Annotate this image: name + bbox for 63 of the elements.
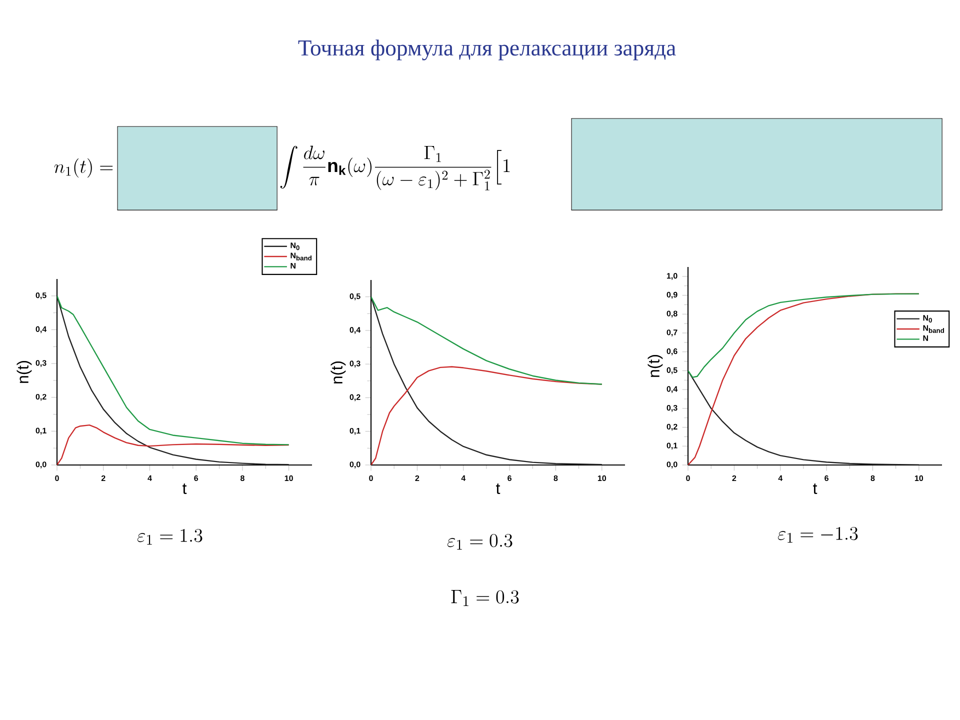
text: $n_1(t) =$: [54, 158, 113, 178]
x-tick-label: 10: [914, 475, 924, 482]
text: $\varepsilon_1 = -1.3$: [778, 526, 858, 543]
legend-label: N$_{0}$: [923, 315, 932, 323]
legend-label: N: [290, 262, 296, 268]
x-tick-label: 0: [55, 475, 59, 482]
x-tick-label: 4: [461, 475, 466, 481]
x-axis-title: t: [496, 484, 500, 494]
y-tick-label: 0,1: [666, 442, 678, 450]
legend-label: N$_{band}$: [923, 325, 944, 333]
y-tick-label: 0,1: [350, 428, 360, 435]
y-tick-label: 0,0: [350, 462, 360, 468]
y-tick-label: 0,2: [350, 394, 360, 402]
y-tick-label: 0,2: [36, 394, 46, 401]
text: $\Gamma_1 = 0.3$: [451, 590, 519, 606]
y-tick-label: 0,1: [36, 428, 46, 435]
text: $\int \frac{d\omega}{\pi}\mathbf{n}_{\mathbf{k}}(\omega)\frac{\Gamma_1}{(\omega-\varepsilon_1)^2+\Gamma_1^2}\Big[1$: [280, 146, 510, 190]
y-tick-label: 0,4: [666, 386, 678, 393]
y-tick-label: 0,5: [350, 293, 360, 300]
x-tick-label: 0: [369, 475, 373, 482]
y-tick-label: 0,3: [350, 360, 360, 368]
y-tick-label: 0,8: [666, 310, 678, 318]
text: $\varepsilon_1 = 0.3$: [447, 534, 512, 550]
x-tick-label: 8: [870, 475, 875, 482]
y-tick-label: 0,5: [36, 292, 46, 300]
x-axis-title: t: [813, 484, 818, 494]
y-tick-label: 0,6: [666, 348, 678, 356]
y-tick-label: 0,7: [666, 330, 678, 336]
y-tick-label: 0,3: [36, 360, 46, 367]
y-tick-label: 0,9: [666, 292, 678, 299]
y-axis-title: n(t): [16, 360, 32, 383]
x-tick-label: 4: [148, 475, 152, 481]
y-tick-label: 0,2: [666, 424, 678, 431]
x-tick-label: 2: [415, 475, 420, 481]
x-tick-label: 8: [554, 475, 558, 482]
x-tick-label: 8: [240, 475, 244, 482]
chart-title: Точная формула для релаксации заряда: [298, 40, 676, 60]
x-tick-label: 6: [194, 475, 198, 482]
legend-label: N$_{0}$: [290, 242, 300, 250]
x-axis-title: t: [182, 484, 187, 494]
y-axis-title: n(t): [330, 361, 346, 384]
x-tick-label: 6: [508, 475, 512, 482]
x-tick-label: 2: [101, 475, 106, 481]
y-tick-label: 0,0: [666, 462, 678, 468]
y-axis-title: n(t): [648, 354, 663, 377]
line-series: [371, 366, 603, 465]
legend-label: N: [923, 335, 928, 341]
x-tick-label: 2: [732, 475, 736, 481]
text: $\varepsilon_1 = 1.3$: [137, 528, 202, 545]
y-tick-label: 0,4: [36, 326, 47, 334]
line-series: [371, 296, 603, 385]
x-tick-label: 10: [284, 475, 293, 482]
y-tick-label: 0,5: [666, 367, 678, 374]
y-tick-label: 0,3: [666, 405, 678, 412]
y-tick-label: 0,4: [350, 327, 361, 334]
legend-label: N$_{band}$: [290, 252, 312, 260]
line-series: [688, 293, 920, 378]
x-tick-label: 6: [824, 475, 828, 482]
y-tick-label: 1,0: [666, 273, 678, 280]
x-tick-label: 4: [778, 475, 783, 481]
x-tick-label: 0: [686, 475, 690, 482]
y-tick-label: 0,0: [36, 462, 46, 468]
x-tick-label: 10: [598, 475, 606, 482]
